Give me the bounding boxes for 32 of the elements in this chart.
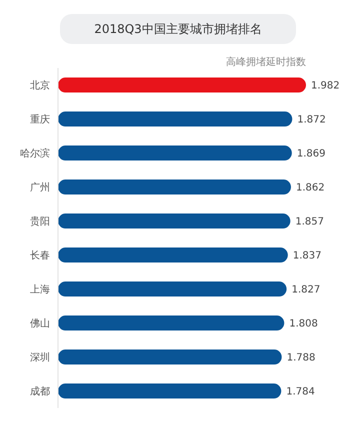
data-label: 1.862: [296, 182, 325, 194]
bar: [58, 112, 292, 127]
y-tick-label: 重庆: [30, 114, 50, 126]
data-label: 1.837: [292, 250, 322, 262]
y-tick-label: 北京: [30, 80, 50, 92]
y-tick-label: 长春: [30, 250, 50, 262]
bar: [58, 350, 282, 365]
data-label: 1.788: [286, 352, 316, 364]
bar: [58, 248, 288, 263]
chart-title: 2018Q3中国主要城市拥堵排名: [60, 14, 296, 44]
y-tick-label: 贵阳: [30, 216, 50, 228]
bar: [58, 384, 282, 399]
data-label: 1.869: [296, 148, 326, 160]
bar: [58, 180, 291, 195]
data-label: 1.982: [311, 80, 340, 92]
bar: [58, 146, 292, 161]
y-tick-label: 成都: [30, 386, 50, 398]
bar: [58, 78, 306, 93]
bar: [58, 214, 290, 229]
y-tick-label: 上海: [30, 284, 50, 296]
data-label: 1.827: [292, 284, 320, 296]
data-label: 1.872: [297, 114, 326, 126]
x-axis-title: 高峰拥堵延时指数: [226, 56, 306, 69]
data-label: 1.784: [286, 386, 315, 398]
y-tick-label: 佛山: [30, 318, 50, 330]
y-tick-label: 哈尔滨: [20, 148, 50, 160]
data-label: 1.808: [289, 318, 318, 330]
bar: [58, 282, 287, 297]
bar: [58, 316, 284, 331]
y-tick-label: 深圳: [30, 352, 50, 364]
y-tick-label: 广州: [30, 182, 50, 194]
data-label: 1.857: [295, 216, 324, 228]
